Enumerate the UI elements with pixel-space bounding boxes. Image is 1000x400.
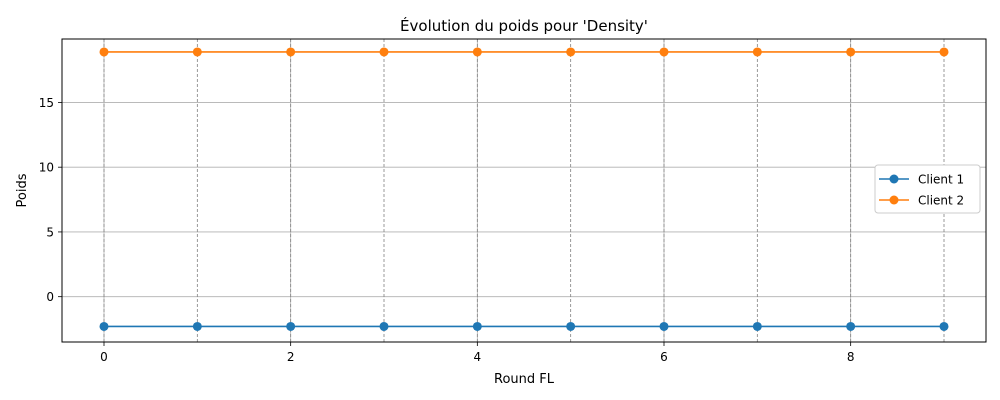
data-point: [99, 321, 109, 331]
data-point: [286, 47, 296, 57]
legend-marker: [889, 174, 899, 184]
data-point: [659, 47, 669, 57]
x-tick-label: 4: [474, 350, 482, 364]
data-point: [379, 47, 389, 57]
grid: [62, 39, 986, 342]
y-tick-label: 15: [39, 96, 54, 110]
data-point: [566, 321, 576, 331]
data-point: [566, 47, 576, 57]
vertical-dashed-lines: [103, 39, 945, 342]
data-point: [939, 47, 949, 57]
x-tick-label: 2: [287, 350, 295, 364]
chart-title: Évolution du poids pour 'Density': [400, 16, 648, 35]
series-layer: [99, 47, 949, 331]
data-point: [379, 321, 389, 331]
data-point: [752, 321, 762, 331]
axis-ticks: 0 5 10 15 0 2 4 6 8: [39, 96, 855, 364]
y-tick-label: 10: [39, 161, 54, 175]
data-point: [472, 47, 482, 57]
x-axis-label: Round FL: [494, 372, 555, 387]
data-point: [659, 321, 669, 331]
data-point: [846, 47, 856, 57]
data-point: [472, 321, 482, 331]
plot-area-frame: [61, 38, 987, 343]
y-axis-label: Poids: [15, 173, 30, 207]
legend-label: Client 1: [918, 173, 964, 187]
x-tick-label: 6: [660, 350, 668, 364]
data-point: [192, 321, 202, 331]
legend-marker: [889, 195, 899, 205]
y-tick-label: 0: [46, 290, 54, 304]
data-point: [192, 47, 202, 57]
y-tick-label: 5: [46, 225, 54, 239]
legend-label: Client 2: [918, 194, 964, 208]
data-point: [752, 47, 762, 57]
data-point: [286, 321, 296, 331]
legend-box: [874, 164, 981, 214]
x-tick-label: 0: [100, 350, 108, 364]
x-tick-label: 8: [847, 350, 855, 364]
data-point: [846, 321, 856, 331]
data-point: [939, 321, 949, 331]
legend: Client 1 Client 2: [874, 164, 981, 214]
data-point: [99, 47, 109, 57]
